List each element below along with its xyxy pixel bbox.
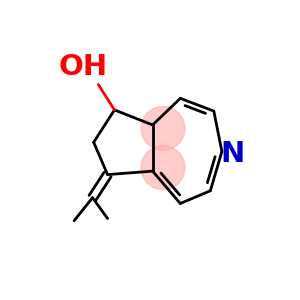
Text: OH: OH: [59, 53, 108, 81]
Text: N: N: [220, 140, 244, 168]
Circle shape: [141, 146, 185, 190]
Circle shape: [141, 106, 185, 150]
